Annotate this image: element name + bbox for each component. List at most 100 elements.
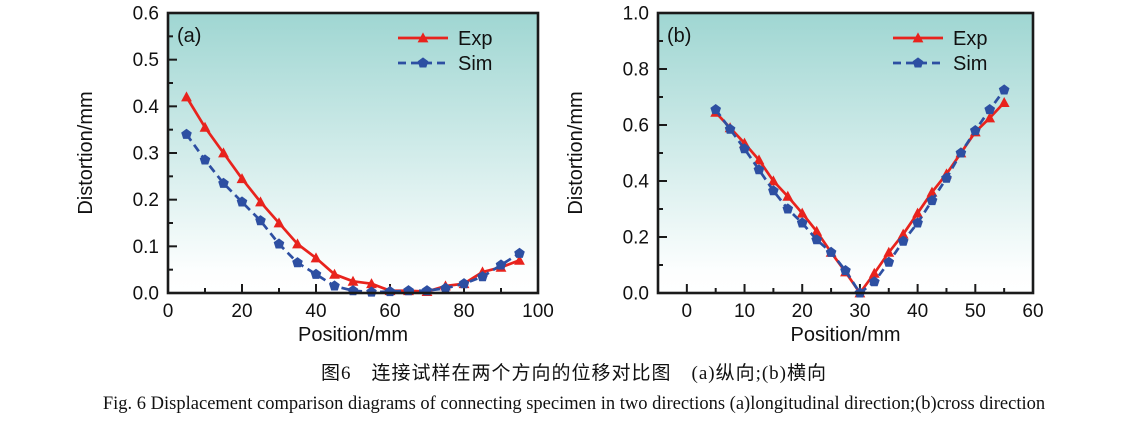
svg-text:0.2: 0.2 xyxy=(133,190,159,211)
series-exp-marker-icon xyxy=(796,207,808,218)
series-sim-marker-icon xyxy=(869,276,880,287)
series-sim-marker-icon xyxy=(998,84,1010,95)
series-exp-marker-icon xyxy=(255,196,266,207)
legend-exp-marker-icon xyxy=(912,32,924,43)
series-exp-marker-icon xyxy=(347,275,359,286)
series-sim-marker-icon xyxy=(984,104,996,115)
series-sim-marker-icon xyxy=(739,143,750,154)
series-exp-marker-icon xyxy=(912,207,923,218)
series-exp-marker-icon xyxy=(514,254,525,265)
series-sim-marker-icon xyxy=(273,238,285,249)
series-sim-marker-icon xyxy=(495,259,507,270)
charts-canvas: 0 20 40 60 80 100 0.0 0.1 0.2 0.3 0.4 0.5 0.6 Positio… xyxy=(75,4,1044,347)
series-sim-marker-icon xyxy=(329,280,340,291)
svg-text:1.0: 1.0 xyxy=(623,4,649,25)
series-sim-marker-icon xyxy=(796,217,808,228)
series-exp-marker-icon xyxy=(883,246,895,257)
series-sim-marker-icon xyxy=(310,268,322,279)
series-sim-marker-icon xyxy=(955,147,967,158)
legend: Exp Sim xyxy=(398,28,492,75)
legend: Exp Sim xyxy=(893,28,987,75)
series-exp-marker-icon xyxy=(998,97,1010,107)
series-sim-marker-icon xyxy=(811,234,822,245)
svg-text:20: 20 xyxy=(792,301,813,322)
panel-label: (b) xyxy=(667,25,691,47)
series-exp-marker-icon xyxy=(218,147,229,158)
svg-text:50: 50 xyxy=(965,301,986,322)
svg-text:0.3: 0.3 xyxy=(133,144,159,165)
svg-text:0.2: 0.2 xyxy=(623,228,649,249)
svg-text:0.5: 0.5 xyxy=(133,50,159,71)
series-sim-marker-icon xyxy=(199,154,211,165)
series-sim-marker-icon xyxy=(477,271,488,282)
panel-label: (a) xyxy=(177,25,201,47)
legend-label-sim: Sim xyxy=(953,53,987,75)
series-sim-marker-icon xyxy=(218,177,229,188)
x-tick-labels: 0 20 40 60 80 100 xyxy=(163,301,554,322)
legend-label-exp: Exp xyxy=(458,28,492,50)
series-exp-marker-icon xyxy=(366,278,377,289)
legend-sim-marker-icon xyxy=(417,57,429,68)
series-exp-marker-icon xyxy=(984,112,996,123)
series-exp-marker-icon xyxy=(753,154,765,165)
series-sim-marker-icon xyxy=(782,203,794,214)
series-sim-marker-icon xyxy=(710,104,721,115)
chart-a: 0 20 40 60 80 100 0.0 0.1 0.2 0.3 0.4 0.5 0.6 Positio… xyxy=(75,4,554,347)
caption-english: Fig. 6 Displacement comparison diagrams … xyxy=(102,394,1046,414)
series-sim-marker-icon xyxy=(941,172,952,183)
svg-text:40: 40 xyxy=(907,301,928,322)
series-sim-marker-icon xyxy=(292,257,303,268)
series-exp-marker-icon xyxy=(329,268,340,279)
plot-border xyxy=(166,11,540,295)
series-sim-marker-icon xyxy=(255,215,266,226)
svg-text:0.6: 0.6 xyxy=(623,116,649,137)
legend-exp-marker-icon xyxy=(417,32,429,43)
svg-text:80: 80 xyxy=(453,301,474,322)
y-axis-title: Distortion/mm xyxy=(565,91,587,214)
svg-text:60: 60 xyxy=(1022,301,1043,322)
series-sim-marker-icon xyxy=(840,265,851,276)
svg-text:0.4: 0.4 xyxy=(133,97,160,118)
caption-chinese: 图6 连接试样在两个方向的位移对比图 (a)纵向;(b)横向 xyxy=(320,363,828,384)
x-axis-title: Position/mm xyxy=(790,324,900,346)
legend-sim-marker-icon xyxy=(912,57,924,68)
x-axis-title: Position/mm xyxy=(298,324,408,346)
svg-text:0.1: 0.1 xyxy=(133,237,159,258)
series-sim-marker-icon xyxy=(753,164,765,175)
series-sim-marker-icon xyxy=(825,246,837,257)
series-sim-marker-icon xyxy=(883,256,895,267)
svg-text:0.6: 0.6 xyxy=(133,4,159,25)
svg-text:0: 0 xyxy=(163,301,174,322)
svg-text:100: 100 xyxy=(522,301,554,322)
series-exp-marker-icon xyxy=(199,121,211,132)
series-exp-marker-icon xyxy=(782,190,794,201)
series-sim-marker-icon xyxy=(768,185,779,196)
x-tick-labels: 0 10 20 30 40 50 60 xyxy=(682,301,1044,322)
svg-text:60: 60 xyxy=(379,301,400,322)
series-exp-marker-icon xyxy=(868,267,880,278)
chart-b: 0 10 20 30 40 50 60 0.0 0.2 0.4 0.6 0.8 1.0 Position/… xyxy=(565,4,1044,347)
series-sim-marker-icon xyxy=(458,278,470,289)
y-tick-labels: 0.0 0.2 0.4 0.6 0.8 1.0 xyxy=(623,4,650,305)
series-sim-marker-icon xyxy=(236,196,248,207)
svg-text:20: 20 xyxy=(231,301,252,322)
series-sim-marker-icon xyxy=(897,235,909,246)
svg-text:40: 40 xyxy=(305,301,326,322)
plot-area xyxy=(658,13,1033,293)
series-exp-marker-icon xyxy=(811,225,823,236)
y-tick-labels: 0.0 0.1 0.2 0.3 0.4 0.5 0.6 xyxy=(133,4,160,305)
svg-text:0.4: 0.4 xyxy=(623,172,650,193)
svg-text:30: 30 xyxy=(849,301,870,322)
svg-text:0.0: 0.0 xyxy=(133,284,159,305)
series-exp-marker-icon xyxy=(236,173,248,184)
series-sim-marker-icon xyxy=(926,195,938,206)
y-axis-title: Distortion/mm xyxy=(75,91,97,214)
svg-text:0.0: 0.0 xyxy=(623,284,649,305)
svg-text:10: 10 xyxy=(734,301,755,322)
series-exp-marker-icon xyxy=(292,238,303,249)
plot-area xyxy=(168,13,538,293)
series-exp-marker-icon xyxy=(897,228,909,239)
series-sim-marker-icon xyxy=(970,125,981,136)
series-exp-marker-icon xyxy=(273,217,285,228)
